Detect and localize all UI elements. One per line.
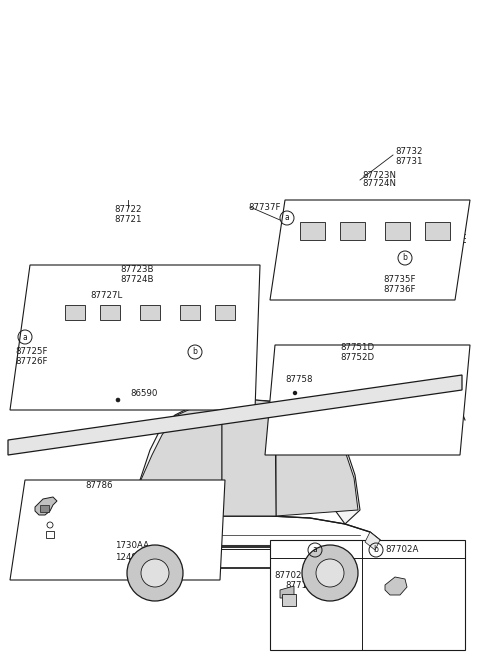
Bar bbox=[46, 531, 54, 538]
Text: a: a bbox=[285, 214, 289, 223]
Text: 87724B: 87724B bbox=[120, 274, 154, 284]
Polygon shape bbox=[40, 505, 49, 512]
Text: 87727L: 87727L bbox=[90, 291, 122, 299]
Polygon shape bbox=[132, 403, 222, 518]
Polygon shape bbox=[10, 265, 260, 410]
Text: 87751D: 87751D bbox=[340, 343, 374, 352]
Polygon shape bbox=[280, 586, 294, 598]
Polygon shape bbox=[340, 222, 365, 240]
Text: 87719D: 87719D bbox=[285, 580, 319, 590]
Text: 86590: 86590 bbox=[130, 388, 157, 398]
Circle shape bbox=[141, 559, 169, 587]
Text: 87732: 87732 bbox=[395, 147, 422, 157]
Text: b: b bbox=[192, 348, 197, 356]
Text: 87721: 87721 bbox=[114, 214, 142, 223]
Text: b: b bbox=[373, 546, 378, 555]
Text: 87724N: 87724N bbox=[362, 179, 396, 189]
Polygon shape bbox=[270, 200, 470, 300]
Text: a: a bbox=[23, 333, 27, 341]
Polygon shape bbox=[10, 480, 225, 580]
Bar bbox=[270, 540, 465, 650]
Text: 87723B: 87723B bbox=[120, 265, 154, 274]
Polygon shape bbox=[180, 305, 200, 320]
Polygon shape bbox=[8, 375, 462, 455]
Text: 87702A: 87702A bbox=[385, 544, 419, 553]
Text: 87758: 87758 bbox=[285, 375, 312, 384]
Circle shape bbox=[116, 398, 120, 402]
Polygon shape bbox=[365, 532, 380, 550]
Text: 87737F: 87737F bbox=[248, 202, 280, 212]
Text: 87726F: 87726F bbox=[15, 356, 48, 365]
Polygon shape bbox=[65, 305, 85, 320]
Polygon shape bbox=[222, 400, 276, 516]
Circle shape bbox=[127, 545, 183, 601]
Text: a: a bbox=[312, 546, 317, 555]
Polygon shape bbox=[300, 222, 325, 240]
Polygon shape bbox=[385, 222, 410, 240]
Polygon shape bbox=[140, 305, 160, 320]
Circle shape bbox=[316, 559, 344, 587]
Text: 87786: 87786 bbox=[85, 481, 112, 489]
Circle shape bbox=[293, 392, 297, 394]
Polygon shape bbox=[276, 402, 358, 516]
Polygon shape bbox=[385, 577, 407, 595]
Text: 1730AA: 1730AA bbox=[115, 540, 149, 550]
Polygon shape bbox=[100, 305, 120, 320]
Text: 87722: 87722 bbox=[114, 206, 142, 214]
Text: 87725F: 87725F bbox=[15, 348, 48, 356]
Polygon shape bbox=[215, 305, 235, 320]
Circle shape bbox=[302, 545, 358, 601]
Polygon shape bbox=[265, 345, 470, 455]
Polygon shape bbox=[425, 222, 450, 240]
Text: 87736F: 87736F bbox=[383, 284, 416, 293]
Polygon shape bbox=[35, 497, 57, 515]
Bar bbox=[282, 594, 296, 606]
Text: 87731: 87731 bbox=[395, 157, 422, 166]
Polygon shape bbox=[135, 502, 148, 510]
Text: 87723N: 87723N bbox=[362, 170, 396, 179]
Polygon shape bbox=[60, 522, 90, 548]
Text: 1249LJ: 1249LJ bbox=[115, 553, 144, 561]
Text: b: b bbox=[403, 253, 408, 263]
Text: 87702B: 87702B bbox=[274, 571, 308, 580]
Polygon shape bbox=[130, 400, 360, 524]
Text: 87735F: 87735F bbox=[383, 276, 416, 284]
Text: 87752D: 87752D bbox=[340, 352, 374, 362]
